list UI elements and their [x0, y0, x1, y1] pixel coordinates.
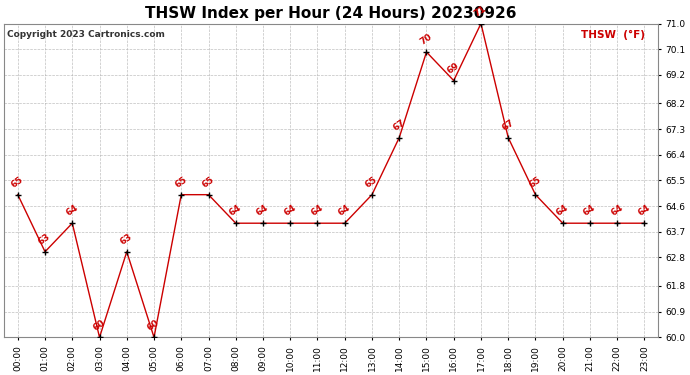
Text: 64: 64: [228, 204, 243, 218]
Text: 64: 64: [582, 204, 598, 218]
Text: 64: 64: [609, 204, 624, 218]
Text: 70: 70: [418, 32, 434, 47]
Title: THSW Index per Hour (24 Hours) 20230926: THSW Index per Hour (24 Hours) 20230926: [146, 6, 517, 21]
Text: 65: 65: [10, 175, 25, 189]
Text: 65: 65: [200, 175, 216, 189]
Text: 63: 63: [119, 232, 134, 247]
Text: 64: 64: [64, 204, 79, 218]
Text: 67: 67: [391, 118, 406, 132]
Text: 69: 69: [446, 61, 461, 75]
Text: 63: 63: [37, 232, 52, 247]
Text: 71: 71: [473, 4, 489, 18]
Text: 67: 67: [500, 118, 515, 132]
Text: 64: 64: [337, 204, 352, 218]
Text: 60: 60: [91, 318, 107, 332]
Text: 65: 65: [527, 175, 543, 189]
Text: 64: 64: [255, 204, 270, 218]
Text: 64: 64: [636, 204, 652, 218]
Text: 64: 64: [309, 204, 325, 218]
Text: 64: 64: [555, 204, 570, 218]
Text: 65: 65: [364, 175, 380, 189]
Text: 64: 64: [282, 204, 297, 218]
Text: 65: 65: [173, 175, 188, 189]
Text: 60: 60: [146, 318, 161, 332]
Text: THSW  (°F): THSW (°F): [581, 30, 645, 40]
Text: Copyright 2023 Cartronics.com: Copyright 2023 Cartronics.com: [8, 30, 166, 39]
